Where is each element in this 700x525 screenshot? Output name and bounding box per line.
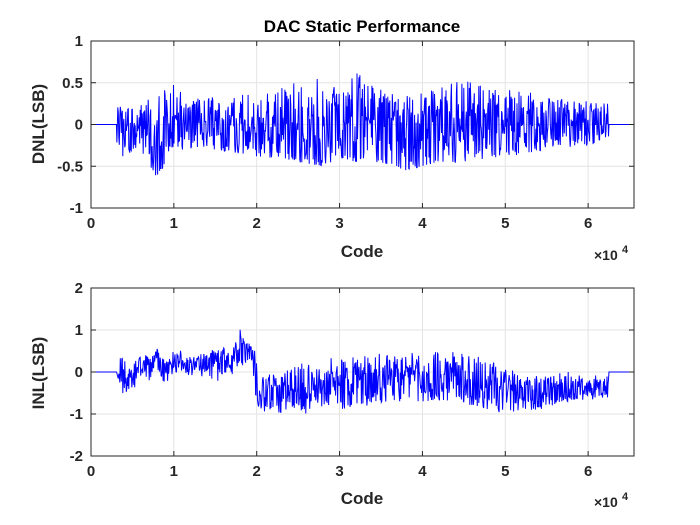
dnl-ticks: 0 1 2 3 4 5 6 1 0.5 0 -0.5 -1 [57, 33, 634, 232]
inl-ticks: 0 1 2 3 4 5 6 2 1 0 -1 -2 [70, 280, 634, 480]
dnl-y-tick-label: -1 [70, 200, 83, 217]
inl-y-tick-label: 1 [75, 322, 83, 339]
inl-x-tick-label: 0 [87, 463, 95, 480]
inl-x-tick-label: 6 [584, 463, 592, 480]
dnl-series-path [91, 73, 634, 176]
inl-series-line [91, 329, 634, 414]
dnl-series-line [91, 73, 634, 176]
inl-y-tick-label: 0 [75, 364, 83, 381]
inl-y-tick-label: -1 [70, 406, 83, 423]
dnl-y-tick-label: 1 [75, 33, 83, 50]
chart-title: DAC Static Performance [264, 17, 461, 36]
dnl-x-tick-label: 2 [253, 215, 261, 232]
dnl-y-tick-label: 0 [75, 117, 83, 134]
inl-x-tick-label: 4 [418, 463, 427, 480]
inl-x-exponent-value: 4 [622, 491, 629, 503]
dnl-x-tick-label: 0 [87, 215, 95, 232]
dnl-y-tick-label: 0.5 [62, 75, 83, 92]
inl-x-exponent: ×10 4 [594, 491, 629, 510]
inl-x-axis-label: Code [341, 489, 384, 508]
dnl-x-tick-label: 4 [418, 215, 427, 232]
svg-text:×10: ×10 [594, 247, 618, 263]
dnl-x-tick-label: 1 [170, 215, 178, 232]
inl-x-tick-label: 5 [501, 463, 509, 480]
dnl-x-tick-label: 6 [584, 215, 592, 232]
inl-y-axis-label: INL(LSB) [29, 337, 48, 410]
inl-y-tick-label: 2 [75, 280, 83, 297]
inl-x-tick-label: 3 [335, 463, 343, 480]
dnl-x-axis-label: Code [341, 242, 384, 261]
dnl-y-axis-label: DNL(LSB) [29, 84, 48, 164]
dnl-y-tick-label: -0.5 [57, 158, 83, 175]
dnl-x-tick-label: 3 [335, 215, 343, 232]
inl-axes: Code INL(LSB) ×10 4 0 1 2 3 4 5 6 2 1 0 -1 -2 [29, 280, 635, 510]
inl-x-tick-label: 2 [253, 463, 261, 480]
dnl-x-exponent: ×10 4 [594, 244, 629, 263]
inl-y-tick-label: -2 [70, 448, 83, 465]
dnl-axes: DAC Static Performance Code DNL(LSB) ×10… [29, 17, 635, 263]
dnl-x-tick-label: 5 [501, 215, 509, 232]
inl-series-path [91, 329, 634, 414]
svg-text:×10: ×10 [594, 494, 618, 510]
dnl-x-exponent-value: 4 [622, 244, 629, 256]
inl-x-tick-label: 1 [170, 463, 178, 480]
